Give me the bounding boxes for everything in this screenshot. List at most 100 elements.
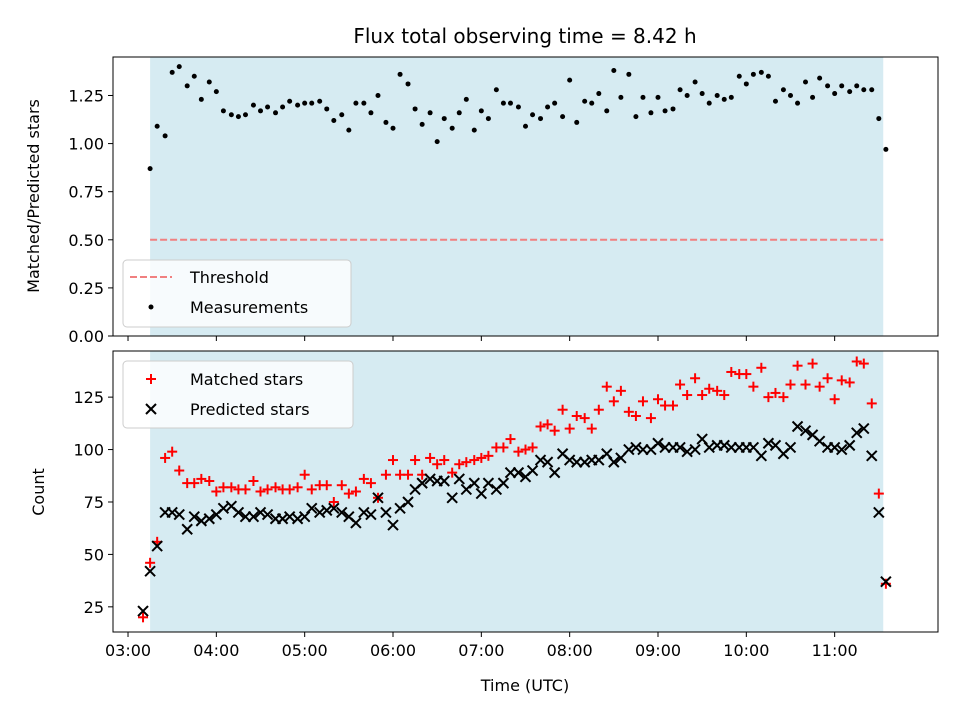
measurement-point bbox=[346, 127, 352, 133]
matched-star-point bbox=[469, 455, 480, 466]
x-tick-label: 07:00 bbox=[458, 641, 504, 660]
matched-star-point bbox=[807, 358, 818, 369]
predicted-star-point bbox=[350, 517, 362, 529]
matched-star-point bbox=[454, 459, 465, 470]
matched-star-point bbox=[615, 385, 626, 396]
matched-star-point bbox=[690, 373, 701, 384]
measurement-point bbox=[810, 94, 816, 100]
matched-star-point bbox=[284, 484, 295, 495]
measurement-point bbox=[390, 125, 396, 131]
predicted-star-point bbox=[674, 441, 686, 454]
legend-predicted-swatch bbox=[145, 403, 157, 415]
measurement-point bbox=[692, 79, 698, 85]
matched-star-point bbox=[262, 484, 273, 495]
x-tick-label: 03:00 bbox=[105, 641, 151, 660]
measurement-point bbox=[456, 110, 462, 116]
predicted-star-point bbox=[144, 565, 156, 577]
measurement-point bbox=[317, 98, 323, 104]
matched-star-point bbox=[358, 473, 369, 484]
matched-star-point bbox=[748, 381, 759, 392]
matched-star-point bbox=[343, 488, 354, 499]
measurement-point bbox=[552, 100, 558, 106]
y-tick-label: 0.50 bbox=[68, 231, 104, 250]
star-count-y-ticks: 25 50 75 100 125 bbox=[73, 388, 113, 617]
measurement-point bbox=[847, 89, 853, 95]
x-tick-label: 04:00 bbox=[193, 641, 239, 660]
matched-star-point bbox=[439, 455, 450, 466]
star-count-x-ticks: 03:00 04:00 05:00 06:00 07:00 08:00 09:00 10:00… bbox=[105, 632, 858, 660]
matched-star-point bbox=[593, 404, 604, 415]
matched-star-point bbox=[623, 406, 634, 417]
measurement-point bbox=[765, 73, 771, 79]
predicted-star-point bbox=[321, 504, 333, 517]
measurement-point bbox=[302, 100, 308, 106]
star-count-legend: Matched stars Predicted stars bbox=[122, 360, 354, 429]
matched-star-point bbox=[778, 392, 789, 403]
matched-star-point bbox=[167, 446, 178, 457]
predicted-star-point bbox=[336, 506, 348, 519]
measurement-point bbox=[154, 123, 160, 129]
predicted-star-point bbox=[880, 575, 892, 588]
star-count-y-axis-label: Count bbox=[29, 468, 48, 516]
predicted-star-point bbox=[526, 464, 539, 477]
matched-star-point bbox=[858, 358, 869, 369]
measurement-point bbox=[147, 166, 153, 172]
measurement-point bbox=[331, 117, 337, 123]
measurement-point bbox=[383, 119, 389, 125]
measurement-point bbox=[589, 100, 595, 106]
measurement-point bbox=[582, 98, 588, 104]
predicted-star-point bbox=[681, 445, 693, 458]
x-tick-label: 08:00 bbox=[547, 641, 593, 660]
predicted-star-point bbox=[482, 477, 495, 489]
matched-star-point bbox=[601, 381, 612, 392]
predicted-star-point bbox=[475, 487, 488, 500]
matched-star-point bbox=[240, 484, 251, 495]
measurement-point bbox=[699, 91, 705, 97]
matched-star-point bbox=[829, 394, 840, 405]
predicted-star-point bbox=[652, 437, 664, 449]
predicted-star-point bbox=[137, 605, 149, 617]
measurement-point bbox=[728, 94, 734, 100]
predicted-star-point bbox=[784, 441, 797, 454]
matched-star-point bbox=[756, 362, 767, 373]
matched-star-point bbox=[520, 444, 531, 455]
matched-star-point bbox=[851, 356, 862, 367]
measurement-point bbox=[626, 71, 632, 77]
matched-star-point bbox=[138, 612, 149, 623]
measurement-point bbox=[530, 112, 536, 118]
predicted-star-point bbox=[387, 519, 399, 531]
star-count-panel: 03:00 04:00 05:00 06:00 07:00 08:00 09:00 10:00… bbox=[29, 350, 939, 695]
measurement-point bbox=[670, 106, 676, 112]
measurement-point bbox=[825, 83, 831, 89]
measurement-point bbox=[832, 91, 838, 97]
predicted-star-point bbox=[799, 424, 812, 437]
matched-star-point bbox=[785, 379, 796, 390]
matched-star-point bbox=[836, 375, 847, 386]
matched-star-point bbox=[270, 482, 281, 493]
matched-star-point bbox=[741, 369, 752, 380]
matched-star-point bbox=[328, 496, 339, 507]
y-tick-label: 0.75 bbox=[68, 183, 104, 202]
predicted-star-point bbox=[858, 422, 870, 435]
predicted-star-point bbox=[166, 506, 178, 519]
predicted-star-point bbox=[365, 508, 377, 521]
predicted-star-point bbox=[195, 515, 208, 527]
matched-star-point bbox=[645, 413, 656, 424]
predicted-star-point bbox=[755, 450, 768, 462]
matched-star-point bbox=[483, 450, 494, 461]
predicted-star-point bbox=[512, 466, 525, 479]
matched-star-point bbox=[513, 446, 524, 457]
measurement-point bbox=[427, 110, 433, 116]
matched-star-point bbox=[145, 557, 156, 568]
measurement-point bbox=[618, 94, 624, 100]
matched-star-point bbox=[432, 459, 443, 470]
matched-star-point bbox=[814, 381, 825, 392]
measurement-point bbox=[736, 73, 742, 79]
x-tick-label: 11:00 bbox=[812, 641, 858, 660]
measurement-point bbox=[604, 108, 610, 114]
measurement-point bbox=[295, 102, 301, 108]
matched-star-point bbox=[306, 484, 317, 495]
predicted-star-point bbox=[438, 475, 450, 487]
matched-star-point bbox=[719, 390, 730, 401]
matched-star-point bbox=[571, 411, 582, 422]
